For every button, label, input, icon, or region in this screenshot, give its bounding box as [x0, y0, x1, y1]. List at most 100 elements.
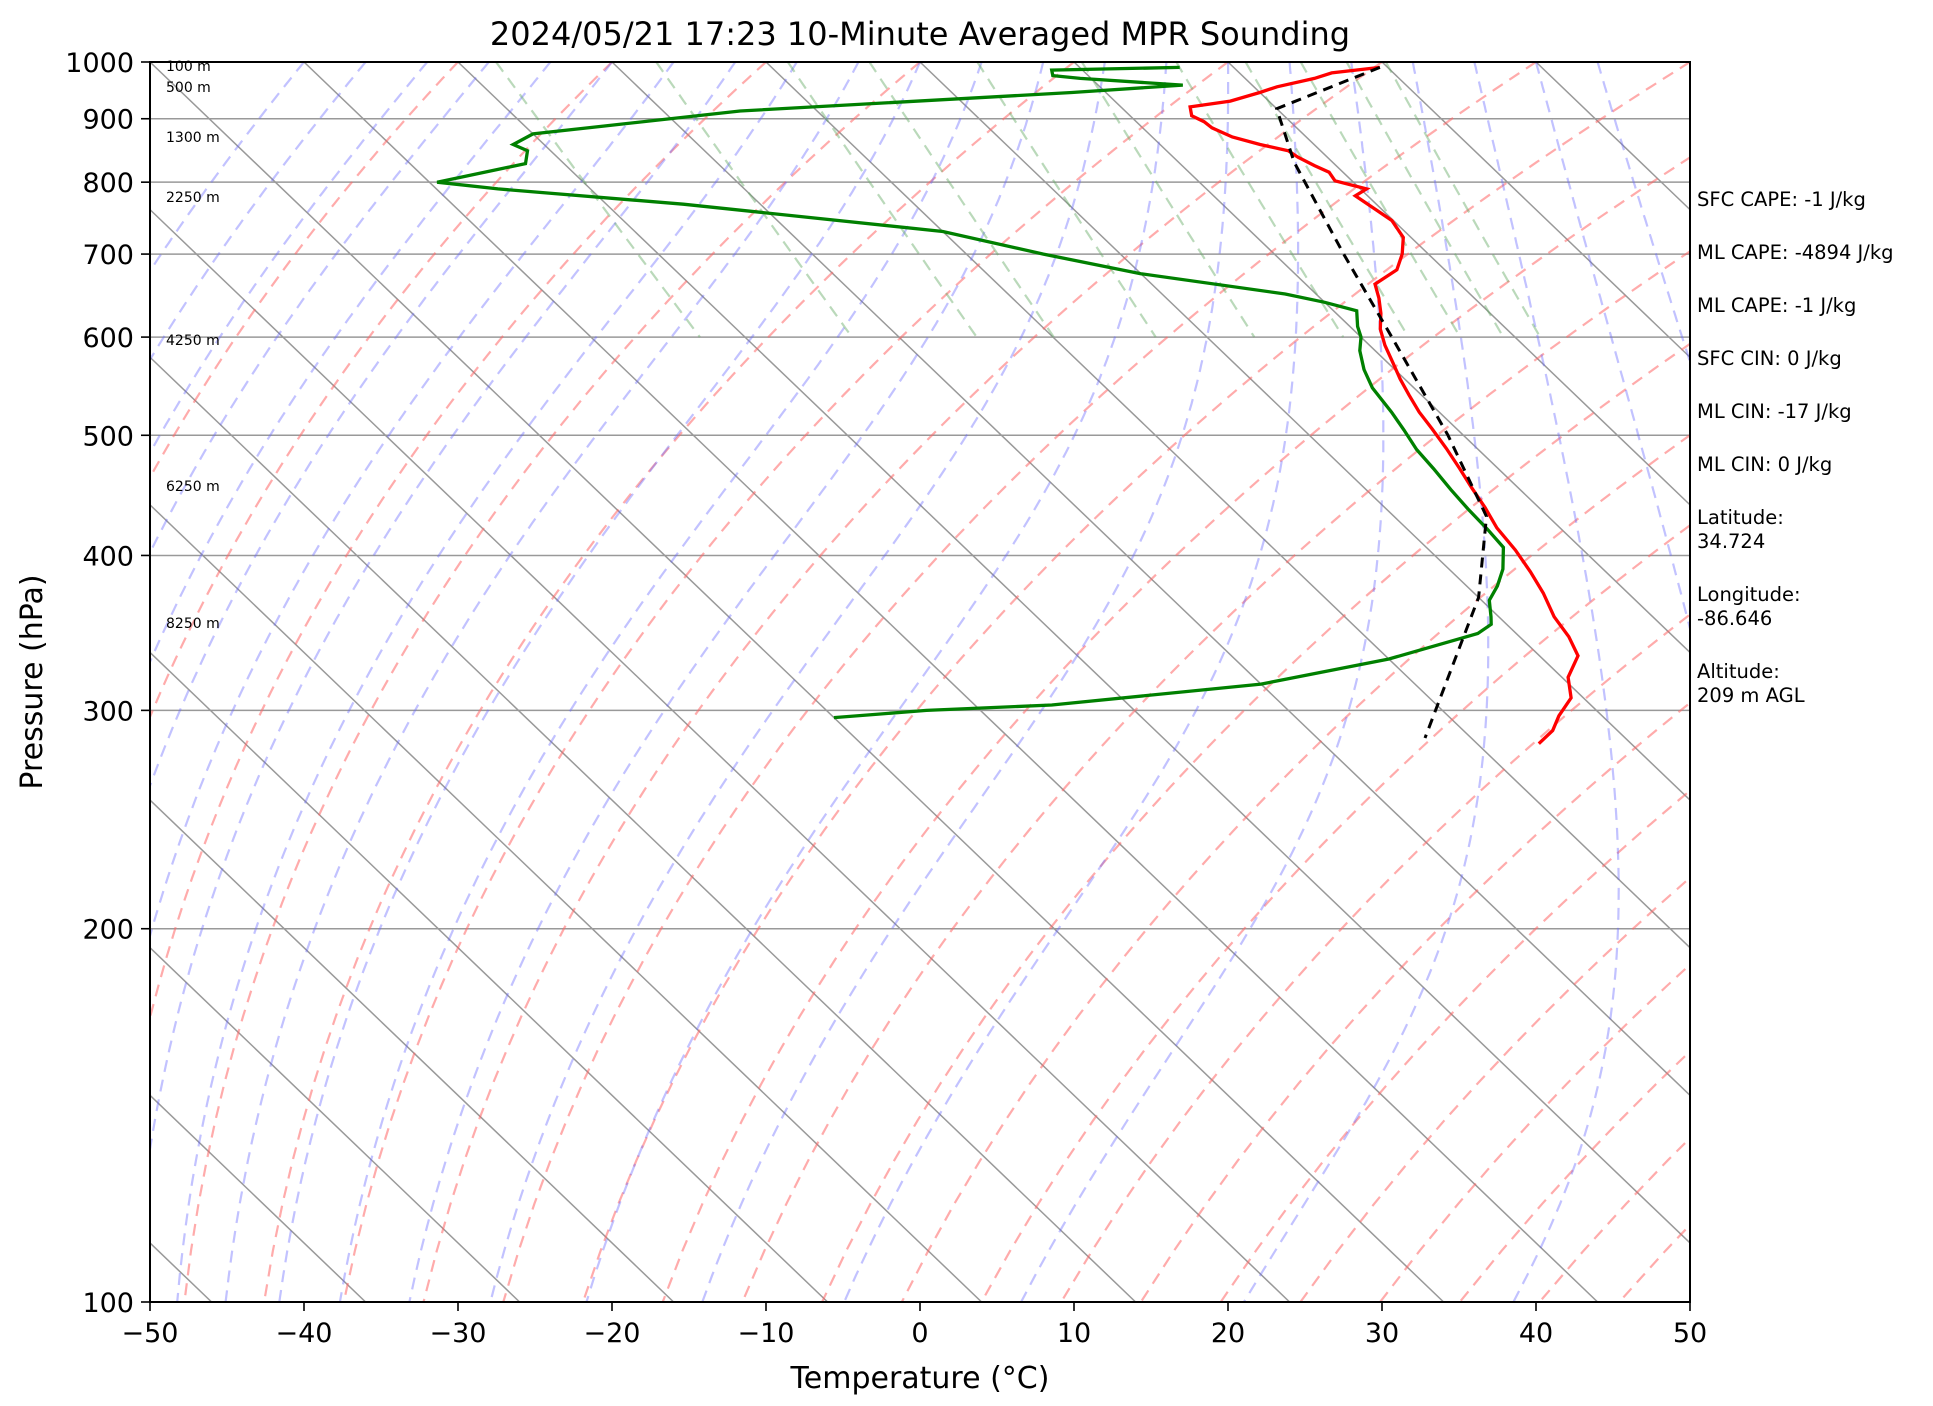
mixing-ratio-line	[655, 62, 853, 338]
isotherm-line	[457, 62, 1690, 1244]
isotherm-line	[150, 503, 983, 1302]
mixing-ratio-line	[1175, 62, 1345, 338]
isotherm-line	[150, 208, 1291, 1302]
ml-cape-label-2: ML CAPE: -1 J/kg	[1697, 294, 1857, 317]
x-tick-label: −40	[276, 1318, 333, 1349]
moist-adiabat-line	[1473, 62, 1620, 1302]
moist-adiabat-line	[1596, 62, 1690, 366]
dry-adiabat-line	[581, 62, 1690, 1302]
moist-adiabat-line	[150, 62, 367, 362]
mixing-ratio-line	[1244, 62, 1410, 338]
isotherm-line	[765, 62, 1690, 949]
dry-adiabat-line	[342, 62, 1229, 1302]
y-tick-label: 800	[82, 168, 134, 199]
dry-adiabat-line	[661, 156, 1690, 1302]
x-tick-label: −30	[430, 1318, 487, 1349]
sounding-profiles	[436, 65, 1580, 745]
x-tick-label: 20	[1211, 1318, 1245, 1349]
dry-adiabat-line	[821, 342, 1690, 1302]
height-label: 1300 m	[166, 130, 220, 146]
y-tick-label: 600	[82, 323, 134, 354]
y-tick-label: 900	[82, 105, 134, 136]
isotherm-line	[150, 651, 829, 1302]
moist-adiabat-line	[150, 62, 305, 274]
moist-adiabat-line	[701, 62, 1230, 1302]
moist-adiabat-line	[1534, 62, 1690, 633]
isotherm-line	[303, 62, 1599, 1302]
x-tick-label: 50	[1673, 1318, 1707, 1349]
isotherm-line	[1227, 62, 1690, 506]
y-tick-label: 400	[82, 541, 134, 572]
plot-frame	[149, 61, 1691, 1303]
x-tick-label: 30	[1365, 1318, 1399, 1349]
mixing-ratio-line	[495, 62, 701, 338]
ml-cin-label: ML CIN: -17 J/kg	[1697, 400, 1852, 423]
x-tick-label: −50	[122, 1318, 179, 1349]
x-tick-label: 40	[1519, 1318, 1553, 1349]
y-tick-label: 500	[82, 421, 134, 452]
ml-cin-label-2: ML CIN: 0 J/kg	[1697, 453, 1833, 476]
isotherm-line	[150, 62, 1445, 1302]
x-axis-ticks: −50 −40 −30 −20 −10 0 10 20 30 40 50	[122, 1302, 1707, 1349]
x-tick-label: 10	[1057, 1318, 1091, 1349]
moist-adiabat-line	[150, 62, 552, 665]
mixing-ratio-line	[1299, 62, 1462, 338]
moist-adiabat-line	[150, 62, 490, 555]
y-tick-label: 100	[82, 1288, 134, 1319]
isotherm-line	[150, 946, 521, 1302]
isotherm-line	[919, 62, 1690, 802]
y-axis-ticks: 100 200 300 400 500 600 700 800 900 1000	[65, 48, 150, 1319]
moist-adiabat-line	[150, 62, 675, 941]
isotherm-line	[150, 356, 1137, 1302]
dry-adiabat-line	[502, 62, 1537, 1302]
moist-adiabat-line	[176, 62, 798, 1302]
mixing-ratio-line	[1384, 62, 1542, 338]
moist-adiabat-line	[150, 62, 737, 1157]
background-grid	[150, 62, 1690, 1302]
isotherm-line	[1073, 62, 1690, 654]
x-axis-label: Temperature (°C)	[790, 1361, 1050, 1396]
moist-adiabat-line	[408, 62, 1045, 1302]
y-tick-label: 700	[82, 240, 134, 271]
y-tick-label: 1000	[65, 48, 134, 79]
height-label: 4250 m	[166, 333, 220, 349]
y-tick-label: 200	[82, 915, 134, 946]
x-tick-label: −10	[738, 1318, 795, 1349]
moist-adiabat-line	[1242, 62, 1490, 1302]
height-label: 6250 m	[166, 479, 220, 495]
latitude-label: Latitude: 34.724	[1697, 506, 1784, 553]
moist-adiabat-line	[224, 62, 860, 1302]
height-label: 500 m	[166, 80, 211, 96]
dry-adiabat-line	[183, 62, 921, 1302]
dry-adiabat-line	[1219, 789, 1690, 1302]
height-label: 2250 m	[166, 190, 220, 206]
moist-adiabat-line	[150, 62, 429, 456]
y-axis-label: Pressure (hPa)	[15, 574, 50, 789]
dry-adiabat-line	[422, 62, 1383, 1302]
mixing-ratio-line	[1080, 62, 1256, 338]
moist-adiabat-line	[1020, 62, 1385, 1302]
isotherm-line	[150, 799, 675, 1302]
dry-adiabat-line	[150, 62, 459, 480]
dry-adiabat-line	[1139, 701, 1690, 1302]
moist-adiabat-line	[843, 62, 1300, 1302]
longitude-label: Longitude: -86.646	[1697, 583, 1801, 630]
x-tick-label: −20	[584, 1318, 641, 1349]
x-tick-label: 0	[911, 1318, 928, 1349]
ml-cape-label: ML CAPE: -4894 J/kg	[1697, 241, 1894, 264]
moist-adiabat-line	[278, 62, 922, 1302]
altitude-label: Altitude: 209 m AGL	[1697, 660, 1805, 707]
isotherm-line	[1381, 62, 1690, 359]
mixing-ratio-line	[868, 62, 1055, 338]
moist-adiabat-line	[585, 62, 1168, 1302]
chart-title: 2024/05/21 17:23 10-Minute Averaged MPR …	[490, 15, 1350, 53]
dry-adiabat-line	[741, 250, 1690, 1302]
mixing-ratio-line	[976, 62, 1157, 338]
dewpoint-profile-line	[436, 65, 1506, 720]
sounding-parameters-panel: SFC CAPE: -1 J/kg ML CAPE: -4894 J/kg ML…	[1697, 188, 1929, 737]
mixing-ratio-line	[1345, 62, 1505, 338]
mixing-ratio-line	[786, 62, 978, 338]
moist-adiabat-line	[338, 62, 983, 1302]
